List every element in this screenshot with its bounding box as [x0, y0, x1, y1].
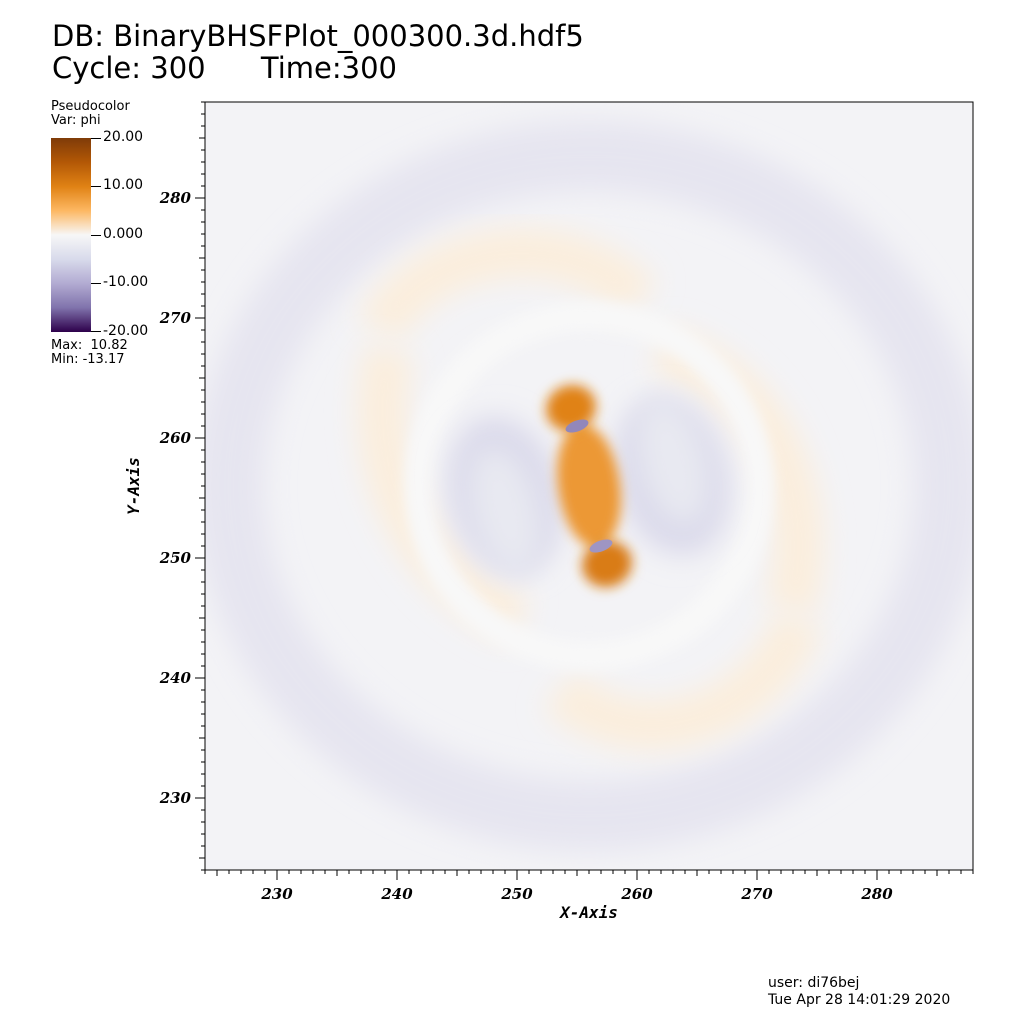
y-tick-label: 280	[159, 189, 192, 207]
legend-variable: Var: phi	[51, 113, 101, 128]
y-tick-label: 260	[159, 429, 192, 447]
colorbar-label: -20.00	[103, 323, 149, 339]
cycle-time-label: Cycle: 300 Time:300	[52, 51, 397, 85]
x-tick-label: 260	[620, 885, 653, 903]
field-features	[468, 384, 710, 588]
user-name: user: di76bej	[768, 975, 860, 991]
negative-spot	[589, 539, 613, 553]
y-tick-label: 230	[159, 789, 192, 807]
max-value-label: Max: 10.82	[51, 338, 128, 353]
colorbar-label: 20.00	[103, 129, 144, 145]
db-title: DB: BinaryBHSFPlot_000300.3d.hdf5	[52, 19, 584, 53]
colorbar	[51, 138, 91, 332]
legend-plot-type: Pseudocolor	[51, 99, 130, 114]
x-tick-label: 240	[380, 885, 413, 903]
colorbar-tick	[91, 235, 101, 236]
colorbar-tick	[91, 138, 101, 139]
colorbar-tick	[91, 186, 101, 187]
user-info: user: di76bej Tue Apr 28 14:01:29 2020	[768, 975, 950, 1009]
timestamp: Tue Apr 28 14:01:29 2020	[768, 992, 951, 1008]
colorbar-tick	[91, 283, 101, 284]
colorbar-label: -10.00	[103, 274, 149, 290]
colorbar-label: 0.000	[103, 226, 144, 242]
positive-lobe	[556, 424, 622, 548]
y-axis-label: Y-Axis	[124, 457, 143, 515]
x-tick-label: 270	[740, 885, 773, 903]
colorbar-tick	[91, 331, 101, 332]
colorbar-label: 10.00	[103, 177, 144, 193]
negative-spot	[565, 419, 589, 433]
negative-lobe	[468, 445, 542, 575]
x-tick-label: 250	[500, 885, 533, 903]
y-tick-label: 270	[159, 309, 192, 327]
legend-title: Pseudocolor Var: phi	[51, 100, 130, 128]
axes: 230 240 250 260 270 280 230 240 250 260 270 280	[159, 101, 974, 903]
negative-lobe	[636, 397, 710, 527]
x-tick-label: 230	[260, 885, 293, 903]
plot-header: DB: BinaryBHSFPlot_000300.3d.hdf5 Cycle:…	[52, 20, 584, 84]
y-tick-label: 240	[159, 669, 192, 687]
x-tick-label: 280	[860, 885, 893, 903]
y-tick-label: 250	[159, 549, 192, 567]
x-axis-label: X-Axis	[558, 903, 618, 922]
min-value-label: Min: -13.17	[51, 352, 125, 367]
